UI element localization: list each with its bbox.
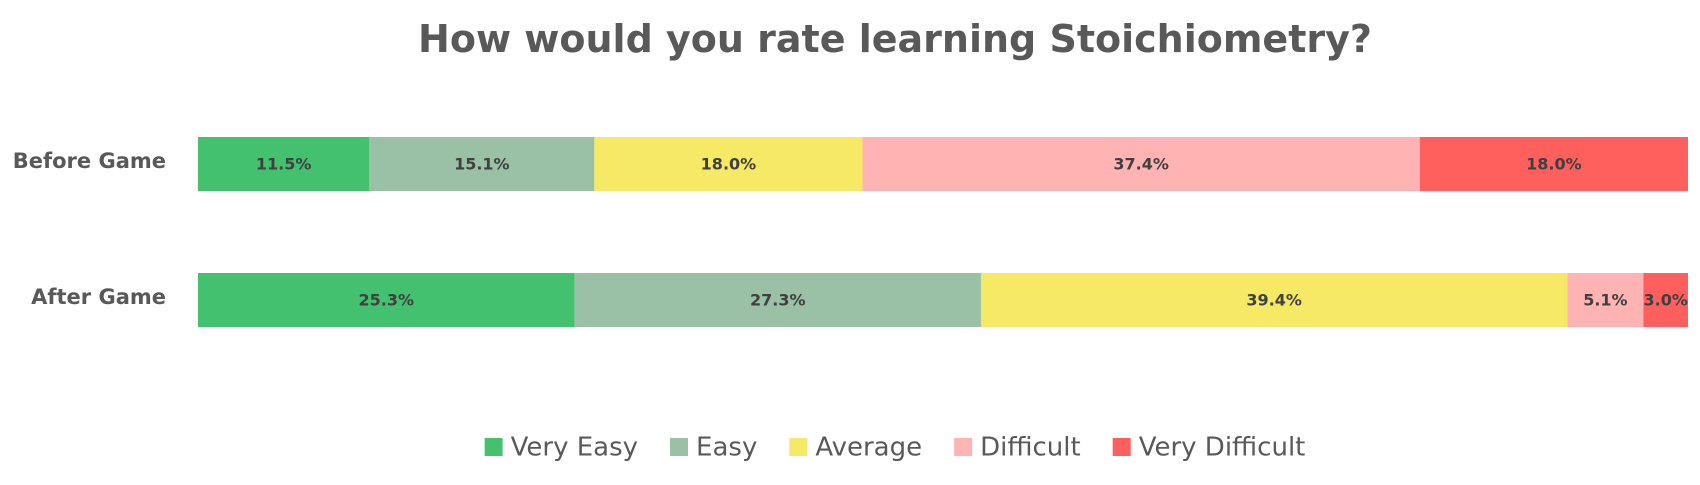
bar-segment-after-game-easy <box>574 273 981 327</box>
legend-swatch-very-easy <box>484 438 503 456</box>
data-label-after-game-difficult: 5.1% <box>1583 291 1627 310</box>
category-label-after-game: After Game <box>31 285 166 309</box>
legend-label-difficult: Difficult <box>980 433 1081 463</box>
bar-segment-after-game-very-difficult <box>1643 273 1688 327</box>
data-label-before-game-very-difficult: 18.0% <box>1526 155 1582 174</box>
bar-segment-before-game-difficult <box>862 137 1420 191</box>
legend-label-very-easy: Very Easy <box>511 433 638 463</box>
data-labels: 11.5% 15.1% 18.0% 37.4% 18.0% 25.3% 27.3% 39.4%… <box>256 155 1688 310</box>
legend-swatch-difficult <box>954 438 973 456</box>
data-label-before-game-average: 18.0% <box>701 155 757 174</box>
legend-label-easy: Easy <box>696 433 757 463</box>
data-label-before-game-easy: 15.1% <box>454 155 510 174</box>
bar-segment-after-game-very-easy <box>198 273 575 327</box>
bar-segments <box>198 137 1688 327</box>
data-label-after-game-average: 39.4% <box>1246 291 1302 310</box>
legend: Very Easy Easy Average Difficult Very Diffic… <box>484 433 1306 463</box>
data-label-before-game-difficult: 37.4% <box>1113 155 1169 174</box>
bar-segment-before-game-very-easy <box>198 137 370 191</box>
legend-swatch-easy <box>670 438 689 456</box>
legend-swatch-very-difficult <box>1112 438 1131 456</box>
bar-segment-after-game-difficult <box>1567 273 1644 327</box>
data-label-before-game-very-easy: 11.5% <box>256 155 312 174</box>
data-label-after-game-very-difficult: 3.0% <box>1643 291 1687 310</box>
data-label-after-game-easy: 27.3% <box>750 291 806 310</box>
legend-swatch-average <box>789 438 808 456</box>
chart-title: How would you rate learning Stoichiometr… <box>418 17 1372 61</box>
legend-label-average: Average <box>815 433 922 463</box>
category-label-before-game: Before Game <box>13 149 166 173</box>
bar-segment-before-game-easy <box>369 137 595 191</box>
category-labels: Before Game After Game <box>13 149 166 309</box>
bar-segment-before-game-very-difficult <box>1419 137 1688 191</box>
bar-segment-after-game-average <box>980 273 1568 327</box>
legend-label-very-difficult: Very Difficult <box>1139 433 1306 463</box>
bar-segment-before-game-average <box>594 137 863 191</box>
data-label-after-game-very-easy: 25.3% <box>359 291 415 310</box>
